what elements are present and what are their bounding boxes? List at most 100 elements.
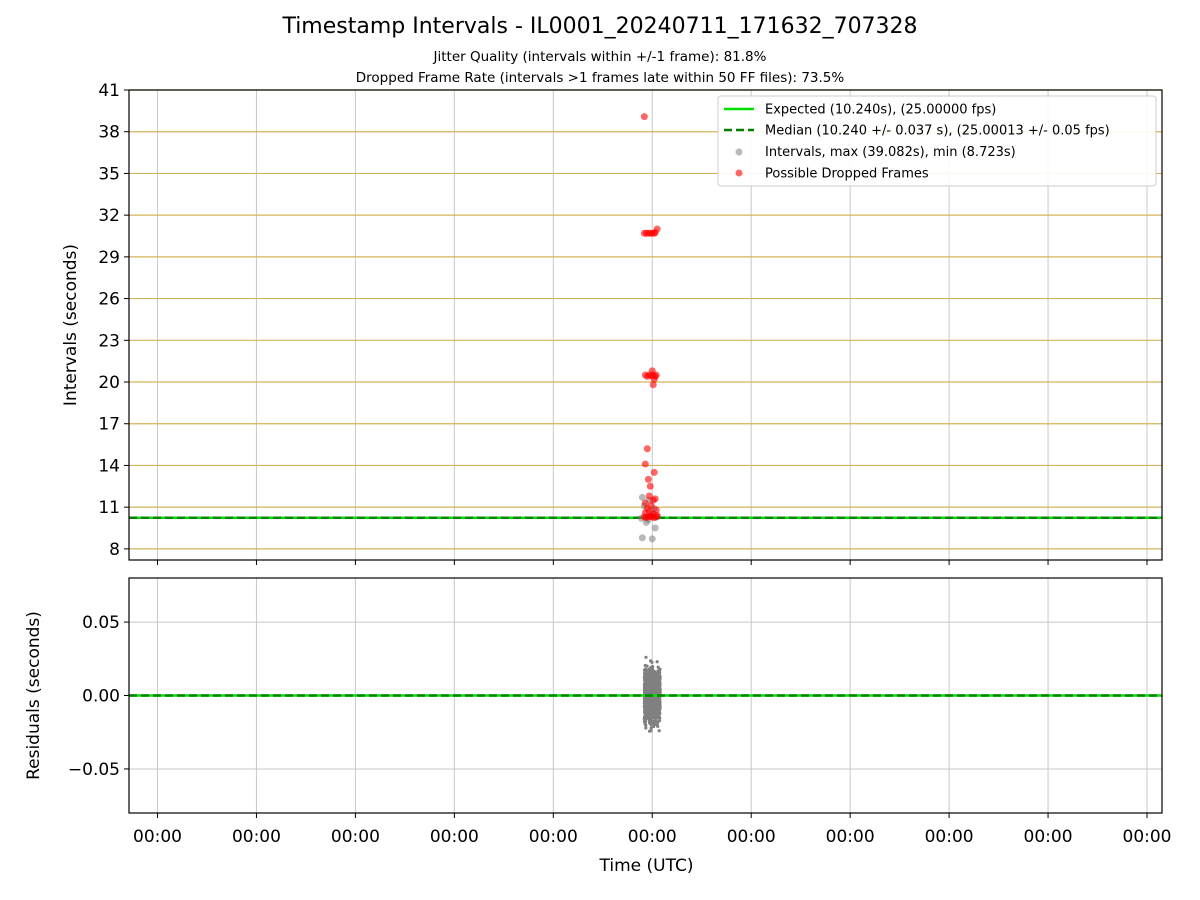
residuals-y-tick-label: 0.00 <box>82 687 120 707</box>
chart-title: Timestamp Intervals - IL0001_20240711_17… <box>282 14 918 39</box>
interval-point <box>638 493 646 501</box>
residual-point <box>643 671 647 675</box>
residual-point <box>642 704 647 708</box>
residual-point <box>650 669 654 673</box>
residual-point <box>658 690 662 695</box>
residual-point <box>643 712 648 717</box>
residual-point <box>655 681 660 685</box>
residual-point <box>643 709 647 713</box>
residual-point <box>654 721 658 725</box>
residual-point <box>649 726 653 730</box>
residual-point <box>646 686 650 691</box>
x-tick-label: 00:00 <box>727 827 776 847</box>
residual-point <box>649 685 653 690</box>
legend-dropped-swatch <box>735 169 743 177</box>
residual-point <box>645 699 650 703</box>
x-tick-label: 00:00 <box>1123 827 1172 847</box>
intervals-y-axis-label: Intervals (seconds) <box>61 244 81 406</box>
residual-point <box>643 722 647 727</box>
legend-median-label: Median (10.240 +/- 0.037 s), (25.00013 +… <box>765 124 1110 139</box>
intervals-y-tick-label: 38 <box>98 123 120 143</box>
dropped-frame-point <box>649 381 657 389</box>
x-axis-label: Time (UTC) <box>599 856 694 876</box>
residual-point <box>656 685 660 689</box>
residual-point <box>656 697 660 701</box>
residual-point <box>651 689 655 693</box>
interval-point <box>648 535 656 543</box>
dropped-frame-point <box>650 375 658 383</box>
residual-point <box>651 702 655 707</box>
x-tick-label: 00:00 <box>133 827 182 847</box>
legend-expected-label: Expected (10.240s), (25.00000 fps) <box>765 103 996 118</box>
legend-dropped-label: Possible Dropped Frames <box>765 167 929 182</box>
legend: Expected (10.240s), (25.00000 fps) Media… <box>717 95 1157 187</box>
residual-point <box>644 668 648 673</box>
intervals-y-tick-label: 41 <box>98 81 120 101</box>
intervals-y-tick-label: 8 <box>109 540 120 560</box>
residuals-y-axis-label: Residuals (seconds) <box>24 611 44 780</box>
legend-intervals-label: Intervals, max (39.082s), min (8.723s) <box>765 145 1016 160</box>
residual-point <box>649 722 653 727</box>
residual-point <box>653 705 658 710</box>
residual-point <box>655 660 659 664</box>
residual-point <box>643 663 647 668</box>
x-tick-label: 00:00 <box>529 827 578 847</box>
interval-point <box>638 534 646 542</box>
x-tick-label: 00:00 <box>1024 827 1073 847</box>
interval-point <box>651 524 659 532</box>
interval-point <box>642 518 650 526</box>
residual-point <box>655 715 659 719</box>
dropped-frame-rate-subtitle: Dropped Frame Rate (intervals >1 frames … <box>355 70 845 86</box>
legend-box <box>717 95 1157 187</box>
residual-point <box>657 671 661 675</box>
x-tick-label: 00:00 <box>925 827 974 847</box>
residual-point <box>656 665 660 669</box>
legend-intervals-swatch <box>735 148 743 156</box>
x-tick-label: 00:00 <box>331 827 380 847</box>
residual-point <box>649 696 653 700</box>
residual-point <box>652 697 656 701</box>
residual-point <box>647 715 652 720</box>
residual-point <box>649 659 653 663</box>
residuals-panel: −0.05 0.00 0.05 00:00 00:00 00:00 00:00 00:00 0… <box>24 577 1172 876</box>
residual-point <box>647 729 652 733</box>
dropped-frame-point <box>653 225 661 233</box>
intervals-y-tick-label: 26 <box>98 290 120 310</box>
residual-point <box>650 700 654 704</box>
residual-point <box>656 702 661 706</box>
residual-point <box>651 674 656 678</box>
dropped-frame-point <box>646 482 654 490</box>
dropped-frame-point <box>641 460 649 468</box>
dropped-frame-point <box>649 496 657 504</box>
x-tick-label: 00:00 <box>826 827 875 847</box>
residual-point <box>643 701 648 706</box>
intervals-y-tick-label: 35 <box>98 164 120 184</box>
x-tick-label: 00:00 <box>232 827 281 847</box>
residual-point <box>645 679 649 683</box>
intervals-y-tick-label: 17 <box>98 415 120 435</box>
residual-point <box>649 711 653 715</box>
intervals-y-tick-label: 20 <box>98 373 120 393</box>
intervals-axes-frame <box>128 89 1163 561</box>
residual-point <box>657 729 661 733</box>
intervals-y-tick-label: 14 <box>98 456 120 476</box>
residual-point <box>645 675 649 679</box>
residual-point <box>649 665 653 669</box>
x-tick-label: 00:00 <box>628 827 677 847</box>
x-tick-label: 00:00 <box>430 827 479 847</box>
residual-point <box>653 676 658 680</box>
intervals-y-tick-label: 32 <box>98 206 120 226</box>
residuals-y-tick-label: −0.05 <box>68 760 120 780</box>
dropped-frame-point <box>640 113 648 121</box>
residual-point <box>643 718 647 722</box>
intervals-y-tick-label: 11 <box>98 498 120 518</box>
jitter-quality-subtitle: Jitter Quality (intervals within +/-1 fr… <box>433 49 767 65</box>
residual-point <box>644 655 648 659</box>
dropped-frame-point <box>649 510 657 518</box>
dropped-frame-point <box>643 445 651 453</box>
residual-point <box>643 686 647 690</box>
residual-point <box>650 678 654 682</box>
dropped-frame-point <box>650 468 658 476</box>
residuals-y-tick-label: 0.05 <box>82 613 120 633</box>
